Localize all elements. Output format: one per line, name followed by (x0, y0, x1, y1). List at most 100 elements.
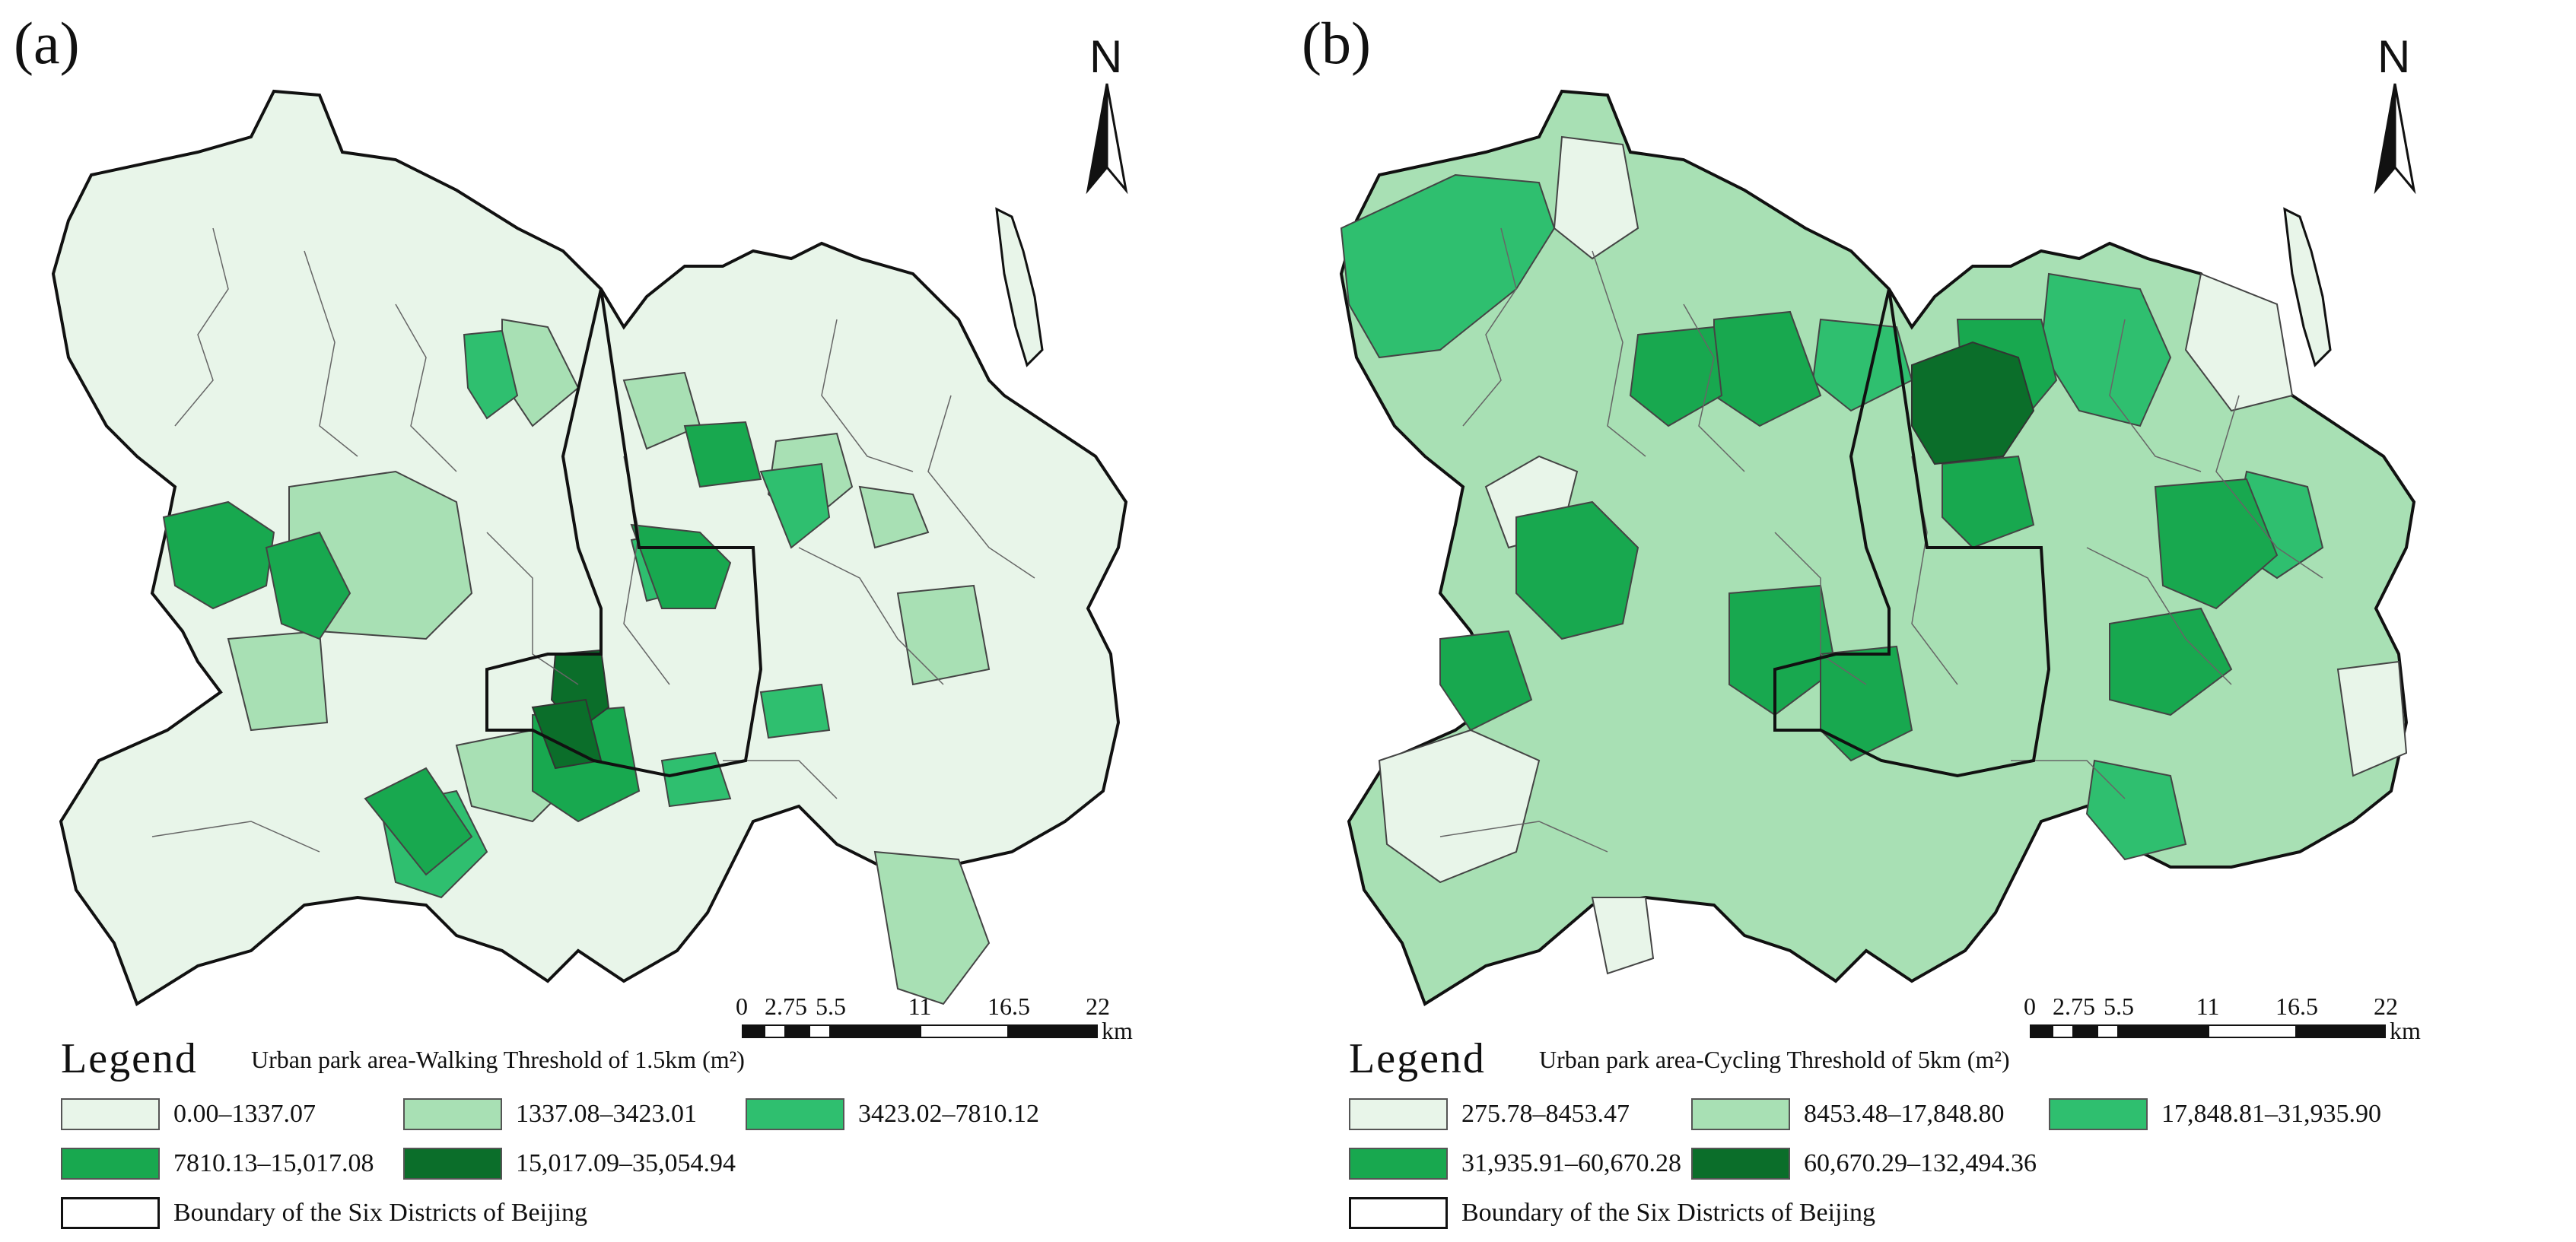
scale-tick: 11 (908, 993, 932, 1020)
legend-label: 8453.48–17,848.80 (1804, 1100, 2005, 1128)
map-area (1629, 326, 1723, 427)
region-islet (2283, 207, 2332, 367)
legend-item-boundary: Boundary of the Six Districts of Beijing (61, 1194, 587, 1232)
map-area (1439, 630, 1533, 732)
district-line (1462, 227, 1517, 427)
district-line (1439, 821, 1608, 853)
legend-swatch (1349, 1148, 1448, 1180)
scale-segments (742, 1024, 1099, 1040)
map-area (1811, 318, 1913, 412)
legend-swatch (1691, 1148, 1790, 1180)
map-area (759, 683, 831, 739)
scale-tick: 16.5 (987, 993, 1030, 1020)
panel-label: (b) (1302, 10, 1371, 76)
legend-item: 31,935.91–60,670.28 (1349, 1145, 1681, 1183)
district-line (486, 532, 579, 685)
legend-item: 17,848.81–31,935.90 (2049, 1095, 2381, 1133)
district-line (798, 547, 944, 685)
legend-item: 60,670.29–132,494.36 (1691, 1145, 2037, 1183)
district-line (927, 395, 1035, 579)
scale-tick: 22 (1086, 993, 1110, 1020)
scale-tick: 2.75 (765, 993, 807, 1020)
scale-tick: 5.5 (816, 993, 846, 1020)
legend-item: 15,017.09–35,054.94 (403, 1145, 736, 1183)
district-line (821, 319, 914, 472)
legend-item: 0.00–1337.07 (61, 1095, 316, 1133)
scale-unit: km (2390, 1017, 2421, 1044)
district-line (723, 760, 838, 799)
legend-swatch (61, 1197, 160, 1229)
map-area (873, 850, 991, 1005)
map-area (265, 531, 351, 640)
choropleth-map (51, 89, 1128, 1006)
map-panel-a: (a) (14, 10, 1168, 1232)
choropleth-map (1339, 89, 2416, 1006)
scale-tick: 0 (2024, 993, 2036, 1020)
six-districts-boundary (485, 288, 763, 778)
map-area (896, 584, 991, 686)
legend-title: Legend (1349, 1035, 1486, 1082)
scale-bar: 0 2.75 5.5 11 16.5 22 (2024, 993, 2456, 1046)
map-area (683, 421, 762, 488)
region-islet (995, 207, 1044, 367)
scale-segments (2030, 1024, 2387, 1040)
map-area (630, 523, 732, 609)
legend-label: 31,935.91–60,670.28 (1461, 1149, 1681, 1177)
map-area (1942, 455, 2035, 549)
map-area (162, 500, 275, 610)
map-area (1820, 645, 1913, 762)
legend-item-boundary: Boundary of the Six Districts of Beijing (1349, 1194, 1875, 1232)
legend-swatch (403, 1098, 502, 1130)
north-label: N (2377, 31, 2411, 82)
north-arrow-icon (1086, 83, 1128, 195)
district-line (1683, 303, 1745, 472)
legend-item: 7810.13–15,017.08 (61, 1145, 374, 1183)
scale-tick: 0 (736, 993, 748, 1020)
six-districts-boundary (1773, 288, 2051, 778)
scale-tick: 2.75 (2053, 993, 2095, 1020)
district-line (2109, 319, 2202, 472)
legend-swatch (746, 1098, 844, 1130)
legend-subtitle: Urban park area-Walking Threshold of 1.5… (251, 1046, 745, 1073)
scale-tick: 5.5 (2104, 993, 2134, 1020)
map-area (1728, 584, 1837, 716)
legend-item: 1337.08–3423.01 (403, 1095, 697, 1133)
legend-item: 275.78–8453.47 (1349, 1095, 1630, 1133)
scale-tick: 22 (2374, 993, 2398, 1020)
legend-label: 1337.08–3423.01 (516, 1100, 697, 1128)
legend-label: 7810.13–15,017.08 (173, 1149, 374, 1177)
map-area (364, 767, 473, 876)
map-area (1911, 341, 2035, 465)
map-area (1340, 173, 1556, 359)
district-line (395, 303, 457, 472)
legend-title: Legend (61, 1035, 198, 1082)
district-line (304, 250, 358, 457)
district-line (1774, 532, 1867, 685)
legend-label: 60,670.29–132,494.36 (1804, 1149, 2037, 1177)
district-line (2086, 547, 2232, 685)
scale-bar: 0 2.75 5.5 11 16.5 22 (736, 993, 1168, 1046)
legend-swatch (61, 1098, 160, 1130)
legend-swatch (2049, 1098, 2148, 1130)
panel-label: (a) (14, 10, 80, 76)
district-line (1592, 250, 1646, 457)
scale-unit: km (1102, 1017, 1133, 1044)
legend-label: 0.00–1337.07 (173, 1100, 316, 1128)
scale-tick: 16.5 (2275, 993, 2318, 1020)
legend-swatch (61, 1148, 160, 1180)
map-area (759, 462, 831, 549)
scale-ticks: 0 2.75 5.5 11 16.5 22 (2024, 993, 2456, 1023)
legend-item: 3423.02–7810.12 (746, 1095, 1039, 1133)
scale-tick: 11 (2196, 993, 2220, 1020)
map-area (2336, 660, 2408, 777)
map-area (227, 630, 329, 732)
legend-swatch (1691, 1098, 1790, 1130)
north-arrow-icon (2374, 83, 2416, 195)
district-line (151, 821, 320, 853)
map-area (2109, 607, 2233, 716)
legend-label: Boundary of the Six Districts of Beijing (1461, 1199, 1875, 1227)
legend-swatch (403, 1148, 502, 1180)
legend-label: 275.78–8453.47 (1461, 1100, 1630, 1128)
legend-label: 17,848.81–31,935.90 (2161, 1100, 2381, 1128)
legend-swatch (1349, 1197, 1448, 1229)
